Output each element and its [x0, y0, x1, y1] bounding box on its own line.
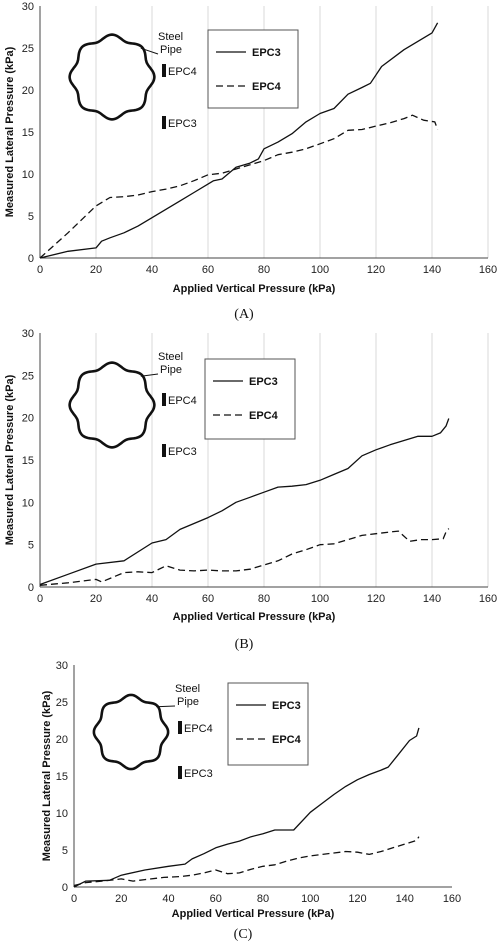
x-tick-label: 60	[210, 893, 222, 905]
pipe-pointer-line	[140, 373, 159, 377]
x-tick-label: 100	[311, 264, 329, 276]
y-tick-label: 20	[56, 734, 68, 746]
y-tick-label: 30	[56, 660, 68, 672]
pipe-label: Pipe	[160, 44, 182, 56]
x-tick-label: 100	[301, 893, 319, 905]
panel-caption: (B)	[235, 637, 254, 652]
y-tick-label: 10	[22, 497, 34, 509]
epc4-inset-label: EPC4	[168, 395, 197, 407]
steel-label: Steel	[175, 683, 200, 695]
legend-label-epc3: EPC3	[249, 376, 278, 388]
epc3-sensor-icon	[162, 116, 166, 129]
steel-label: Steel	[158, 31, 183, 43]
legend-box	[207, 29, 299, 109]
epc3-sensor-icon	[178, 766, 182, 779]
x-tick-label: 80	[257, 893, 269, 905]
x-tick-label: 0	[71, 893, 77, 905]
x-tick-label: 120	[367, 264, 385, 276]
pipe-outline-icon	[92, 693, 170, 771]
y-tick-label: 5	[28, 211, 34, 223]
series-line-epc4	[39, 114, 439, 259]
x-tick-label: 160	[479, 264, 497, 276]
y-tick-label: 15	[22, 127, 34, 139]
y-tick-label: 20	[22, 413, 34, 425]
series-line-epc3	[73, 727, 420, 888]
x-tick-label: 40	[146, 593, 158, 605]
series-line-epc4	[39, 528, 450, 586]
y-tick-label: 10	[56, 808, 68, 820]
x-tick-label: 120	[367, 593, 385, 605]
y-tick-label: 30	[22, 1, 34, 13]
y-axis-title: Measured Lateral Pressure (kPa)	[4, 374, 16, 545]
y-tick-label: 15	[22, 455, 34, 467]
legend-label-epc4: EPC4	[249, 410, 279, 422]
y-tick-label: 0	[62, 882, 68, 894]
x-axis-title: Applied Vertical Pressure (kPa)	[172, 908, 335, 920]
y-axis-title: Measured Lateral Pressure (kPa)	[41, 690, 53, 861]
series-line-epc4	[73, 836, 420, 887]
epc3-inset-label: EPC3	[168, 446, 197, 458]
x-tick-label: 120	[348, 893, 366, 905]
x-tick-label: 160	[443, 893, 461, 905]
x-tick-label: 140	[423, 264, 441, 276]
x-tick-label: 80	[258, 593, 270, 605]
legend-box	[204, 358, 296, 440]
epc4-sensor-icon	[162, 64, 166, 77]
epc4-sensor-icon	[178, 721, 182, 734]
pipe-label: Pipe	[160, 364, 182, 376]
epc4-inset-label: EPC4	[168, 66, 197, 78]
y-axis-title: Measured Lateral Pressure (kPa)	[4, 46, 16, 217]
legend-box	[227, 682, 309, 766]
x-tick-label: 20	[90, 593, 102, 605]
y-tick-label: 25	[22, 370, 34, 382]
x-tick-label: 40	[162, 893, 174, 905]
y-tick-label: 25	[22, 43, 34, 55]
steel-label: Steel	[158, 351, 183, 363]
x-tick-label: 100	[311, 593, 329, 605]
x-tick-label: 160	[479, 593, 497, 605]
y-tick-label: 10	[22, 169, 34, 181]
pipe-pointer-line	[156, 705, 176, 708]
y-tick-label: 30	[22, 328, 34, 340]
x-tick-label: 80	[258, 264, 270, 276]
x-axis-title: Applied Vertical Pressure (kPa)	[173, 283, 336, 295]
legend-label-epc4: EPC4	[252, 81, 282, 93]
pipe-outline-icon	[68, 33, 156, 121]
y-tick-label: 0	[28, 253, 34, 265]
legend-label-epc3: EPC3	[272, 700, 301, 712]
legend-label-epc3: EPC3	[252, 47, 281, 59]
panel-caption: (A)	[234, 307, 254, 322]
pipe-pointer-line	[140, 47, 159, 55]
epc4-inset-label: EPC4	[184, 723, 213, 735]
epc3-sensor-icon	[162, 444, 166, 457]
x-tick-label: 40	[146, 264, 158, 276]
x-tick-label: 20	[90, 264, 102, 276]
panel-caption: (C)	[234, 927, 253, 942]
x-tick-label: 0	[37, 264, 43, 276]
series-line-epc3	[39, 418, 450, 586]
pipe-label: Pipe	[177, 696, 199, 708]
y-tick-label: 25	[56, 697, 68, 709]
series-line-epc3	[39, 22, 439, 259]
x-tick-label: 60	[202, 264, 214, 276]
y-tick-label: 0	[28, 582, 34, 594]
x-axis-title: Applied Vertical Pressure (kPa)	[173, 611, 336, 623]
epc4-sensor-icon	[162, 393, 166, 406]
x-tick-label: 60	[202, 593, 214, 605]
epc3-inset-label: EPC3	[168, 118, 197, 130]
y-tick-label: 5	[62, 845, 68, 857]
x-tick-label: 0	[37, 593, 43, 605]
x-tick-label: 20	[115, 893, 127, 905]
pipe-outline-icon	[68, 361, 156, 449]
x-tick-label: 140	[423, 593, 441, 605]
epc3-inset-label: EPC3	[184, 768, 213, 780]
y-tick-label: 15	[56, 771, 68, 783]
y-tick-label: 5	[28, 540, 34, 552]
y-tick-label: 20	[22, 85, 34, 97]
x-tick-label: 140	[396, 893, 414, 905]
legend-label-epc4: EPC4	[272, 734, 302, 746]
